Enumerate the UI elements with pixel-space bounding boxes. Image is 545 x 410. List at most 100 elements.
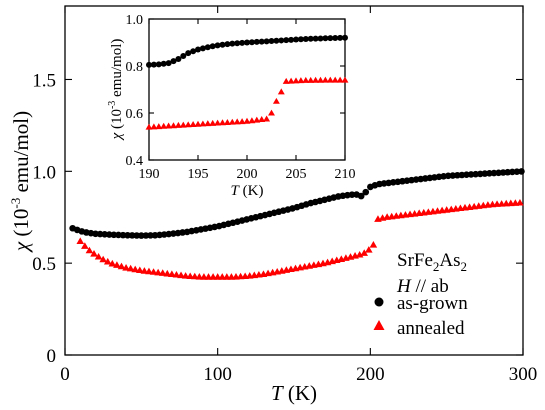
data-point-annealed — [136, 266, 144, 274]
data-point-annealed — [336, 76, 344, 83]
data-point-as-grown — [307, 35, 314, 42]
y-tick-label: 1.5 — [32, 70, 56, 91]
data-point-as-grown — [138, 232, 145, 239]
data-point-annealed — [165, 122, 173, 129]
inset-axis-ticks: 190 195 200 205 210 0.4 0.6 0.8 1.0 — [126, 13, 356, 182]
data-point-annealed — [297, 77, 305, 84]
data-point-annealed — [282, 77, 290, 84]
data-point-as-grown — [128, 232, 136, 239]
data-point-as-grown — [312, 35, 319, 42]
data-point-as-grown — [258, 38, 265, 45]
data-point-as-grown — [209, 43, 216, 50]
data-point-annealed — [292, 77, 300, 84]
data-point-annealed — [302, 76, 310, 83]
data-point-annealed — [194, 120, 202, 127]
data-point-as-grown — [146, 61, 152, 68]
data-point-as-grown — [199, 45, 206, 52]
data-point-annealed — [76, 237, 85, 244]
legend-marker-as-grown — [374, 297, 384, 307]
data-point-annealed — [214, 119, 222, 126]
data-point-as-grown — [297, 36, 304, 43]
data-point-annealed — [160, 122, 168, 129]
data-point-annealed — [312, 76, 320, 83]
data-point-annealed — [145, 267, 153, 275]
data-point-annealed — [253, 116, 261, 123]
data-point-as-grown — [190, 48, 197, 55]
data-point-as-grown — [302, 35, 309, 42]
data-point-annealed — [174, 121, 182, 128]
data-point-as-grown — [224, 41, 231, 48]
data-point-as-grown — [332, 35, 339, 42]
data-point-annealed — [238, 118, 246, 125]
x-tick-label: 200 — [356, 364, 385, 385]
data-point-as-grown — [327, 35, 334, 42]
data-point-annealed — [331, 76, 339, 83]
data-point-as-grown — [322, 35, 329, 42]
data-point-as-grown — [342, 34, 348, 41]
y-tick-label: 0.5 — [32, 254, 56, 275]
x-tick-label: 190 — [139, 167, 160, 182]
data-point-annealed — [155, 123, 163, 130]
legend: SrFe2As2 H // ab as-grown annealed — [373, 250, 468, 339]
data-point-as-grown — [248, 39, 255, 46]
x-tick-label: 300 — [509, 364, 538, 385]
data-point-annealed — [140, 267, 149, 274]
data-point-annealed — [365, 246, 373, 253]
x-tick-label: 0 — [60, 364, 70, 385]
data-point-annealed — [516, 198, 524, 206]
main-x-axis-title: T (K) — [271, 381, 317, 405]
data-point-as-grown — [239, 39, 246, 46]
inset-x-axis-title: T (K) — [231, 183, 264, 199]
data-point-as-grown — [518, 168, 525, 175]
data-point-as-grown — [155, 61, 162, 68]
data-point-annealed — [163, 269, 172, 277]
data-point-annealed — [228, 118, 236, 125]
y-tick-label: 0.4 — [126, 154, 144, 169]
data-point-as-grown — [142, 232, 150, 239]
y-tick-label: 0.6 — [126, 107, 144, 122]
main-data-points — [69, 168, 525, 280]
legend-marker-annealed — [373, 320, 385, 330]
data-point-annealed — [287, 77, 295, 84]
data-point-annealed — [355, 250, 364, 258]
legend-field-label: H // ab — [396, 276, 449, 297]
data-point-annealed — [103, 257, 112, 265]
data-point-as-grown — [195, 46, 201, 53]
data-point-annealed — [258, 116, 266, 123]
y-tick-label: 1.0 — [126, 13, 144, 28]
data-point-as-grown — [180, 53, 187, 60]
y-tick-label: 1.0 — [32, 162, 56, 183]
data-point-annealed — [172, 270, 181, 278]
x-tick-label: 210 — [335, 167, 356, 182]
data-point-as-grown — [283, 37, 290, 44]
data-point-annealed — [177, 271, 185, 279]
data-point-as-grown — [273, 37, 280, 44]
data-point-annealed — [263, 115, 271, 122]
data-point-as-grown — [244, 39, 250, 46]
main-y-axis-title: χ (10-3 emu/mol) — [8, 111, 33, 253]
data-point-as-grown — [160, 60, 167, 67]
y-tick-label: 0.8 — [126, 60, 144, 75]
data-point-as-grown — [229, 40, 236, 47]
data-point-as-grown — [317, 35, 324, 42]
data-point-annealed — [341, 76, 349, 83]
data-point-annealed — [369, 241, 378, 248]
data-point-as-grown — [214, 42, 221, 49]
inset-y-axis-title: χ (10-3 emu/mol) — [107, 39, 125, 142]
data-point-annealed — [307, 76, 315, 83]
data-point-as-grown — [268, 38, 275, 45]
data-point-annealed — [189, 121, 197, 128]
legend-label-annealed: annealed — [397, 318, 465, 339]
data-point-annealed — [131, 265, 140, 273]
x-tick-label: 200 — [237, 167, 258, 182]
data-point-annealed — [113, 261, 121, 268]
data-point-annealed — [149, 268, 158, 275]
data-point-annealed — [85, 246, 94, 254]
legend-label-as-grown: as-grown — [397, 293, 468, 314]
data-point-annealed — [209, 119, 217, 126]
data-point-annealed — [122, 263, 130, 271]
data-point-as-grown — [219, 41, 226, 48]
data-point-annealed — [145, 123, 153, 130]
data-point-annealed — [179, 121, 187, 128]
